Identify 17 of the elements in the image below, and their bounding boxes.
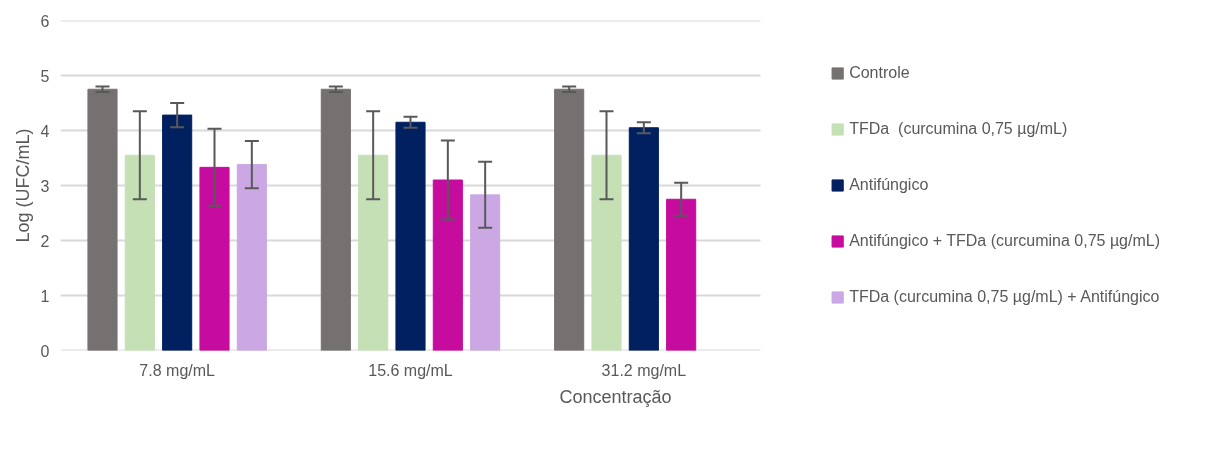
x-tick-label: 15.6 mg/mL bbox=[368, 361, 453, 379]
x-axis-title: Concentração bbox=[559, 386, 672, 407]
y-axis-title: Log (UFC/mL) bbox=[12, 128, 33, 243]
y-tick-label: 0 bbox=[40, 342, 50, 360]
y-tick-label: 3 bbox=[40, 177, 50, 195]
legend-label: TFDa (curcumina 0,75 µg/mL) bbox=[849, 120, 1068, 138]
y-tick-label: 1 bbox=[40, 287, 50, 305]
x-tick-label: 31.2 mg/mL bbox=[601, 361, 687, 379]
y-tick-label: 6 bbox=[40, 12, 50, 30]
legend-label: TFDa (curcumina 0,75 µg/mL) + Antifúngico bbox=[849, 288, 1160, 306]
legend-label: Antifúngico + TFDa (curcumina 0,75 µg/mL) bbox=[849, 232, 1160, 250]
y-tick-label: 2 bbox=[40, 232, 50, 250]
legend-label: Antifúngico bbox=[849, 176, 929, 194]
x-tick-label: 7.8 mg/mL bbox=[139, 361, 216, 379]
y-tick-label: 4 bbox=[40, 122, 50, 140]
legend-label: Controle bbox=[849, 64, 910, 82]
y-tick-label: 5 bbox=[40, 67, 50, 85]
